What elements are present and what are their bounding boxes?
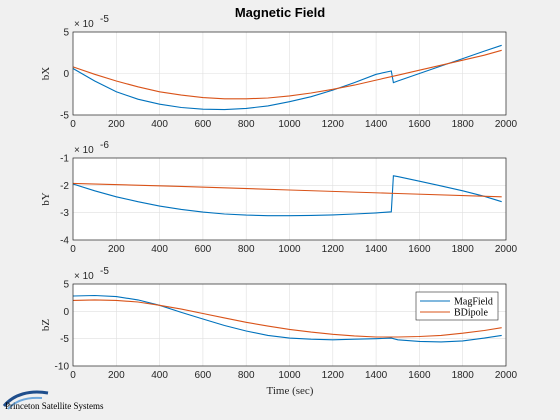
series-line-magfield <box>72 294 502 343</box>
x-tick-label: 0 <box>70 244 76 255</box>
y-exponent-power: -5 <box>100 266 109 277</box>
series-line-bdipole <box>72 49 502 100</box>
x-tick-label: 1200 <box>322 370 345 381</box>
x-tick-label: 1800 <box>452 119 475 130</box>
x-tick-label: 200 <box>108 119 125 130</box>
y-exponent-label: × 10 <box>74 145 94 156</box>
legend-entry-bdipole: BDipole <box>454 308 488 319</box>
x-tick-label: 1600 <box>408 370 431 381</box>
princeton-satellite-systems-logo: Princeton Satellite Systems <box>2 390 104 411</box>
x-tick-label: 1800 <box>452 370 475 381</box>
x-axis-label: Time (sec) <box>267 385 314 397</box>
x-tick-label: 1200 <box>322 119 345 130</box>
x-tick-label: 2000 <box>495 370 518 381</box>
x-tick-label: 200 <box>108 244 125 255</box>
x-tick-label: 600 <box>195 370 212 381</box>
chart-title: Magnetic Field <box>235 5 325 20</box>
logo-swoosh-icon-inner <box>7 396 43 410</box>
subplots: 0 200 400 600 800 1000 1200 1400 1600 1800 2000-50… <box>40 14 518 381</box>
x-tick-label: 400 <box>151 119 168 130</box>
x-tick-label: 0 <box>70 119 76 130</box>
axes-box <box>72 283 507 367</box>
y-axis-label: bY <box>40 192 52 206</box>
x-tick-label: 600 <box>195 119 212 130</box>
y-tick-label: 5 <box>63 28 69 39</box>
x-tick-label: 600 <box>195 244 212 255</box>
axes-box <box>72 157 507 241</box>
x-tick-label: 1000 <box>278 119 301 130</box>
y-tick-label: -5 <box>60 334 69 345</box>
x-tick-label: 2000 <box>495 119 518 130</box>
x-tick-label: 1600 <box>408 119 431 130</box>
x-tick-label: 2000 <box>495 244 518 255</box>
axes-box <box>72 31 507 116</box>
x-tick-label: 200 <box>108 370 125 381</box>
y-axis-label: bX <box>40 67 52 81</box>
y-tick-label: -3 <box>60 208 69 219</box>
logo-swoosh-icon <box>2 390 49 408</box>
series-line-bdipole <box>72 182 502 198</box>
x-tick-label: 1400 <box>365 244 388 255</box>
subplot-bX: 0 200 400 600 800 1000 1200 1400 1600 1800 2000-50… <box>40 14 518 130</box>
x-tick-label: 1600 <box>408 244 431 255</box>
subplot-bZ: 0 200 400 600 800 1000 1200 1400 1600 1800 2000 -10… <box>40 266 518 381</box>
y-tick-label: 0 <box>63 307 69 318</box>
y-tick-label: -4 <box>60 236 69 247</box>
x-tick-label: 800 <box>238 244 255 255</box>
y-tick-label: -10 <box>55 362 70 373</box>
series-line-bdipole <box>72 299 502 338</box>
y-exponent-label: × 10 <box>74 271 94 282</box>
x-tick-label: 1200 <box>322 244 345 255</box>
x-tick-label: 400 <box>151 370 168 381</box>
y-exponent-power: -5 <box>100 14 109 25</box>
y-tick-label: -1 <box>60 154 69 165</box>
series-line-magfield <box>72 44 502 111</box>
x-tick-label: 800 <box>238 119 255 130</box>
legend-entry-magfield: MagField <box>454 297 493 308</box>
y-tick-label: -5 <box>60 111 69 122</box>
subplot-bY: 0 200 400 600 800 1000 1200 1400 1600 1800 2000 -4 -… <box>40 140 518 255</box>
logo-text: Princeton Satellite Systems <box>5 401 104 411</box>
y-tick-label: -2 <box>60 181 69 192</box>
x-tick-label: 0 <box>70 370 76 381</box>
x-tick-label: 1800 <box>452 244 475 255</box>
y-exponent-label: × 10 <box>74 19 94 30</box>
x-tick-label: 1400 <box>365 119 388 130</box>
y-axis-label: bZ <box>40 319 52 332</box>
y-exponent-power: -6 <box>100 140 109 151</box>
x-tick-label: 1400 <box>365 370 388 381</box>
y-tick-label: 5 <box>63 280 69 291</box>
x-tick-label: 800 <box>238 370 255 381</box>
series-line-magfield <box>72 175 502 217</box>
y-tick-label: 0 <box>63 69 69 80</box>
x-tick-label: 400 <box>151 244 168 255</box>
x-tick-label: 1000 <box>278 370 301 381</box>
x-tick-label: 1000 <box>278 244 301 255</box>
legend-box <box>415 291 499 321</box>
